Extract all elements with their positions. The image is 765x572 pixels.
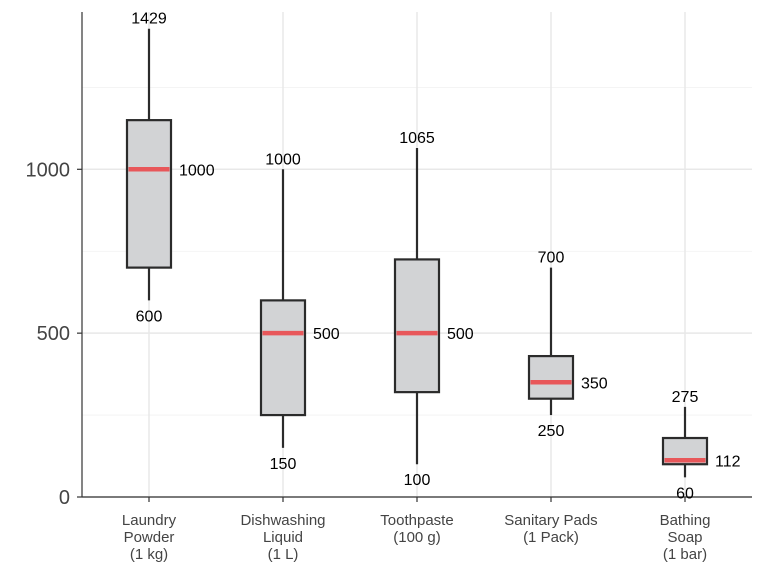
max-label: 1429 xyxy=(131,11,167,28)
x-tick-label: Dishwashing xyxy=(240,512,325,529)
min-label: 250 xyxy=(538,423,565,440)
x-tick-label: Soap xyxy=(667,529,702,546)
box xyxy=(125,119,173,269)
axes xyxy=(77,12,752,502)
min-label: 100 xyxy=(404,472,431,489)
x-tick-label: (1 L) xyxy=(268,546,299,563)
median-label: 112 xyxy=(715,453,741,470)
data-labels: 1429 1000 600 1000 500 150 1065 500 100 700 350 250… xyxy=(131,11,740,503)
x-tick-label: Powder xyxy=(124,529,175,546)
min-label: 150 xyxy=(270,456,297,473)
y-tick-label: 500 xyxy=(37,323,70,345)
x-tick-label: (1 bar) xyxy=(663,546,707,563)
box xyxy=(393,258,441,394)
x-tick-label: (100 g) xyxy=(393,529,441,546)
max-label: 1065 xyxy=(399,130,435,147)
x-tick-label: Liquid xyxy=(263,529,303,546)
x-tick-label: Bathing xyxy=(660,512,711,529)
x-tick-label: Laundry xyxy=(122,512,177,529)
y-tick-label: 1000 xyxy=(26,159,71,181)
box xyxy=(259,299,307,417)
boxes xyxy=(125,28,709,478)
max-label: 275 xyxy=(672,389,699,406)
x-tick-label: Toothpaste xyxy=(380,512,453,529)
median-label: 500 xyxy=(447,326,474,343)
median-label: 1000 xyxy=(179,162,215,179)
max-label: 1000 xyxy=(265,151,301,168)
box xyxy=(527,354,575,400)
max-label: 700 xyxy=(538,250,565,267)
x-tick-label: Sanitary Pads xyxy=(504,512,597,529)
min-label: 600 xyxy=(136,308,163,325)
median-label: 350 xyxy=(581,375,608,392)
min-label: 60 xyxy=(676,485,694,502)
x-tick-label: (1 Pack) xyxy=(523,529,579,546)
x-tick-label: (1 kg) xyxy=(130,546,168,563)
y-tick-label: 0 xyxy=(59,487,70,509)
median-label: 500 xyxy=(313,326,340,343)
